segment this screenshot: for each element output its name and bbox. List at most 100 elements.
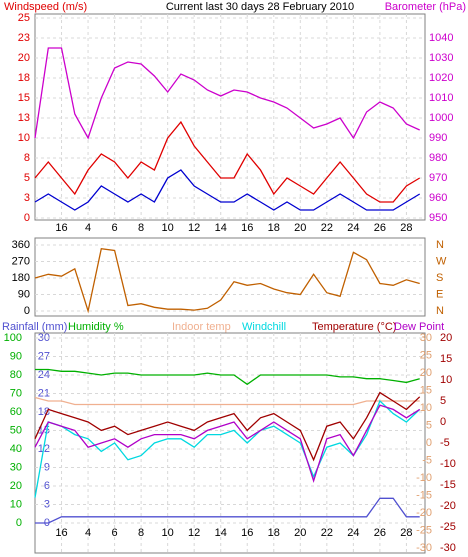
- y2-tick-label: 950: [429, 212, 447, 224]
- y3-tick-label: 30: [10, 461, 22, 473]
- y2-tick-label: -30: [440, 542, 456, 554]
- y-tick-label: 5: [24, 172, 30, 184]
- y4-tick-label: -25: [416, 524, 432, 536]
- plot-frame: [34, 332, 426, 554]
- y2-tick-label: 980: [429, 152, 447, 164]
- y2-tick-label: 1010: [429, 92, 453, 104]
- series-line: [34, 391, 421, 462]
- y-tick-label: 0: [24, 305, 30, 317]
- y4-tick-label: -15: [416, 489, 432, 501]
- legend-entry: Indoor temp: [172, 321, 231, 333]
- x-tick-label: 8: [138, 222, 144, 234]
- x-tick-label: 20: [294, 527, 306, 539]
- y-tick-label: 360: [12, 239, 30, 251]
- series-line: [34, 396, 420, 406]
- series-line: [34, 47, 420, 140]
- y-tick-label: 18: [18, 72, 30, 84]
- legend-entry: Temperature (°C): [312, 321, 396, 333]
- x-tick-label: 18: [268, 527, 280, 539]
- y-tick-label: 90: [18, 288, 30, 300]
- x-tick-label: 28: [400, 527, 412, 539]
- x-tick-label: 16: [55, 222, 67, 234]
- y2-tick-label: -25: [440, 521, 456, 533]
- y2-tick-label: 960: [429, 192, 447, 204]
- y4-tick-label: 20: [420, 367, 432, 379]
- y3-tick-label: 50: [10, 424, 22, 436]
- y2-tick-label: 990: [429, 132, 447, 144]
- x-tick-label: 26: [374, 222, 386, 234]
- x-tick-label: 10: [162, 527, 174, 539]
- y4-tick-label: -30: [416, 542, 432, 554]
- y2-tick-label: -5: [440, 437, 450, 449]
- y2-tick-label: N: [436, 239, 444, 251]
- y2-tick-label: 1040: [429, 32, 453, 44]
- x-tick-label: 12: [188, 222, 200, 234]
- y2-tick-label: S: [436, 272, 443, 284]
- x-tick-label: 24: [347, 527, 359, 539]
- y-tick-label: 8: [24, 152, 30, 164]
- y4-tick-label: 25: [420, 349, 432, 361]
- y3-tick-label: 80: [10, 369, 22, 381]
- legend-entry: Humidity %: [68, 321, 124, 333]
- x-tick-label: 22: [321, 222, 333, 234]
- y-tick-label: 6: [44, 480, 50, 492]
- y-tick-label: 23: [18, 32, 30, 44]
- y2-tick-label: E: [436, 288, 443, 300]
- y-tick-label: 15: [18, 92, 30, 104]
- y2-tick-label: W: [436, 255, 447, 267]
- series-line: [34, 404, 421, 483]
- x-tick-label: 6: [112, 222, 118, 234]
- x-tick-label: 28: [400, 222, 412, 234]
- y-tick-label: 3: [24, 192, 30, 204]
- y3-tick-label: 100: [4, 332, 22, 344]
- x-tick-label: 6: [112, 527, 118, 539]
- x-tick-label: 14: [215, 527, 227, 539]
- y4-tick-label: 30: [420, 332, 432, 344]
- series-line: [35, 368, 420, 386]
- chart-title: Current last 30 days 28 February 2010: [166, 1, 354, 13]
- y3-tick-label: 40: [10, 443, 22, 455]
- x-tick-label: 4: [85, 222, 91, 234]
- y-axis-label: Windspeed (m/s): [4, 1, 87, 13]
- y2-tick-label: -15: [440, 479, 456, 491]
- x-tick-label: 24: [347, 222, 359, 234]
- x-tick-label: 18: [268, 222, 280, 234]
- y-tick-label: 25: [18, 12, 30, 24]
- y2-tick-label: -10: [440, 458, 456, 470]
- x-tick-label: 26: [374, 527, 386, 539]
- series-line: [34, 120, 421, 203]
- x-tick-label: 16: [241, 222, 253, 234]
- y2-tick-label: 1030: [429, 52, 453, 64]
- x-tick-label: 4: [85, 527, 91, 539]
- y3-tick-label: 60: [10, 406, 22, 418]
- y3-tick-label: 0: [16, 517, 22, 529]
- y-tick-label: 9: [44, 461, 50, 473]
- y-tick-label: 270: [12, 255, 30, 267]
- plot-frame: [34, 13, 426, 221]
- series-line: [34, 247, 420, 314]
- plot-frame: [34, 237, 426, 317]
- y3-tick-label: 70: [10, 387, 22, 399]
- y3-tick-label: 90: [10, 350, 22, 362]
- y-tick-label: 0: [24, 212, 30, 224]
- y4-tick-label: 5: [426, 419, 432, 431]
- x-tick-label: 12: [188, 527, 200, 539]
- y-tick-label: 13: [18, 112, 30, 124]
- y-tick-label: 20: [18, 52, 30, 64]
- y2-tick-label: 0: [440, 416, 446, 428]
- legend-entry: Windchill: [242, 321, 286, 333]
- y3-tick-label: 20: [10, 480, 22, 492]
- y4-tick-label: 10: [420, 402, 432, 414]
- y2-axis-label: Barometer (hPa): [385, 1, 466, 13]
- x-tick-label: 14: [215, 222, 227, 234]
- y2-tick-label: 20: [440, 332, 452, 344]
- x-tick-label: 16: [241, 527, 253, 539]
- x-tick-label: 10: [162, 222, 174, 234]
- y4-tick-label: -5: [422, 454, 432, 466]
- y-tick-label: 3: [44, 498, 50, 510]
- y2-tick-label: 1000: [429, 112, 453, 124]
- y4-tick-label: 0: [426, 437, 432, 449]
- y2-tick-label: 15: [440, 353, 452, 365]
- x-tick-label: 20: [294, 222, 306, 234]
